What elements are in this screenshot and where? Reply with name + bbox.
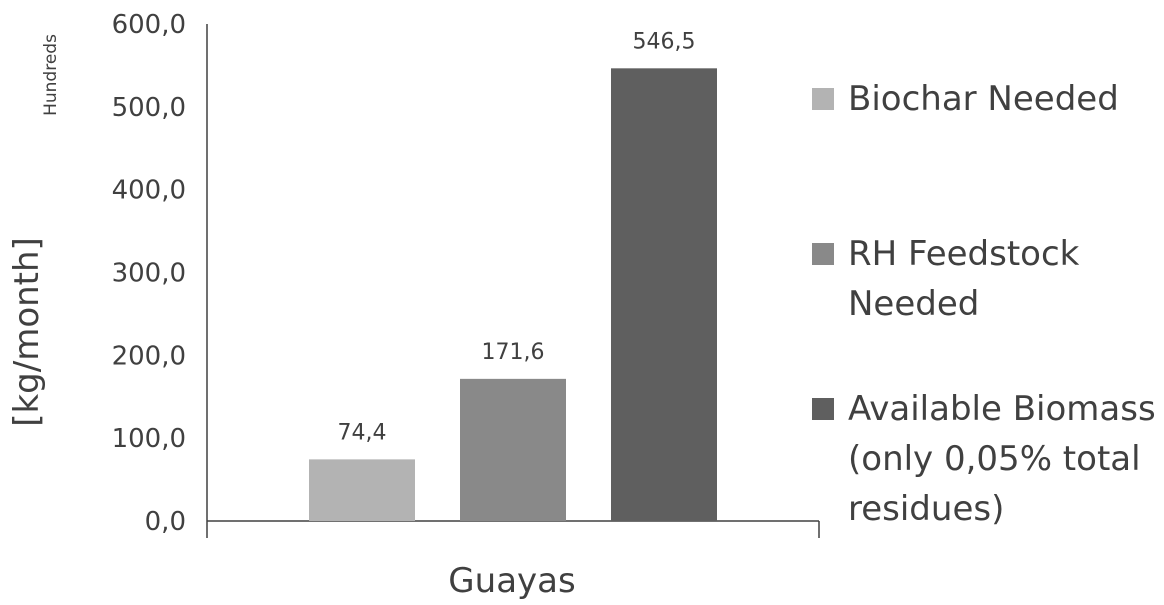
legend-label-available-biomass: Available Biomass (only 0,05% total resi… [848, 389, 1156, 529]
data-label-biochar: 74,4 [338, 420, 387, 445]
y-axis-ticks: 0,0 100,0 200,0 300,0 400,0 500,0 600,0 [112, 10, 186, 537]
bar-rh-feedstock [460, 378, 566, 521]
y-tick-label: 400,0 [112, 176, 186, 206]
category-label-guayas: Guayas [448, 561, 575, 601]
legend-item-biochar: Biochar Needed [812, 74, 1160, 124]
y-tick-label: 100,0 [112, 424, 186, 454]
legend-label-biochar: Biochar Needed [848, 79, 1119, 119]
bars: 74,4 171,6 546,5 [309, 29, 717, 522]
data-label-rh-feedstock: 171,6 [482, 340, 545, 365]
data-label-available-biomass: 546,5 [633, 29, 696, 54]
y-tick-label: 600,0 [112, 10, 186, 40]
legend-item-available-biomass: Available Biomass (only 0,05% total resi… [812, 384, 1160, 534]
legend-swatch-rh-feedstock [812, 243, 834, 265]
y-tick-label: 0,0 [145, 507, 186, 537]
y-tick-label: 300,0 [112, 259, 186, 289]
legend-item-rh-feedstock: RH Feedstock Needed [812, 229, 1160, 329]
legend-swatch-available-biomass [812, 398, 834, 420]
bar-biochar [309, 459, 415, 521]
bar-available-biomass [611, 68, 717, 522]
y-tick-label: 500,0 [112, 93, 186, 123]
legend-swatch-biochar [812, 88, 834, 110]
y-tick-label: 200,0 [112, 341, 186, 371]
y-axis-label: [kg/month] [7, 237, 47, 427]
legend-label-rh-feedstock: RH Feedstock Needed [848, 234, 1080, 324]
units-note: Hundreds [41, 34, 61, 116]
